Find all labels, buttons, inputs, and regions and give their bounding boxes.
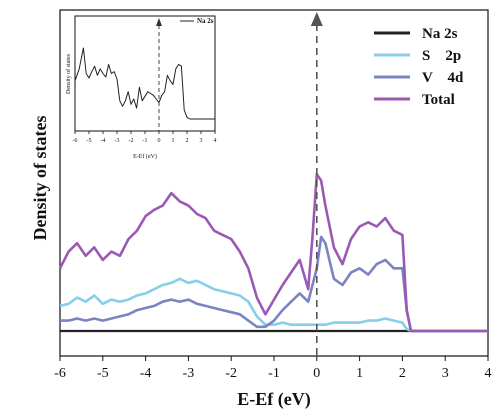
inset-x-tick-label: 3 (200, 138, 203, 144)
inset-x-tick-label: 4 (214, 138, 217, 144)
series-line-s-2p (59, 277, 488, 333)
x-tick-label: -2 (225, 366, 237, 381)
x-tick-label: 3 (442, 366, 449, 381)
inset-series-line (74, 47, 215, 120)
inset-chart: -6 -5 -4 -3 -2 -1 0 1 2 3 4 Na 2s E-Ef (eV) Densit… (65, 15, 217, 160)
x-tick-label: 2 (399, 366, 406, 381)
fermi-level-arrow (310, 12, 323, 26)
inset-x-tick-label: -3 (115, 138, 120, 144)
inset-x-tick-label: 1 (172, 138, 175, 144)
inset-fermi-arrow (156, 18, 162, 26)
inset-x-tick-label: -2 (129, 138, 134, 144)
legend: Na 2s S 2p V 4d Total (374, 26, 464, 108)
inset-x-tick-label: 2 (186, 138, 189, 144)
x-tick-label: 1 (356, 366, 363, 381)
inset-x-tick-label: -5 (87, 138, 92, 144)
x-tick-label: -6 (54, 366, 66, 381)
x-tick-label: -4 (140, 366, 152, 381)
x-tick-label: -1 (268, 366, 280, 381)
x-axis-title: E-Ef (eV) (237, 389, 310, 410)
x-tick-label: -3 (183, 366, 195, 381)
legend-label-s-2p: S 2p (422, 48, 461, 64)
y-axis-title: Density of states (30, 116, 50, 241)
x-tick-label: 4 (485, 366, 492, 381)
series-line-v-4d (60, 235, 488, 333)
inset-series-group (74, 47, 215, 120)
x-tick-label: -5 (97, 366, 109, 381)
inset-x-tick-label: -4 (101, 138, 106, 144)
inset-legend-label: Na 2s (197, 17, 214, 25)
main-series-group (58, 173, 488, 333)
legend-label-v-4d: V 4d (422, 70, 464, 86)
inset-x-tick-label: -6 (73, 138, 78, 144)
x-tick-label: 0 (313, 366, 320, 381)
series-line-total (58, 173, 488, 333)
inset-y-axis-title: Density of states (65, 53, 72, 94)
inset-x-axis-title: E-Ef (eV) (133, 153, 157, 160)
legend-label-na-2s: Na 2s (422, 26, 458, 42)
inset-frame (74, 15, 216, 132)
x-ticks: -6 -5 -4 -3 -2 -1 0 1 2 3 4 (54, 356, 492, 381)
inset-x-tick-label: -1 (143, 138, 148, 144)
legend-label-total: Total (422, 92, 455, 108)
inset-x-ticks: -6 -5 -4 -3 -2 -1 0 1 2 3 4 (73, 131, 217, 144)
inset-x-tick-label: 0 (158, 138, 161, 144)
